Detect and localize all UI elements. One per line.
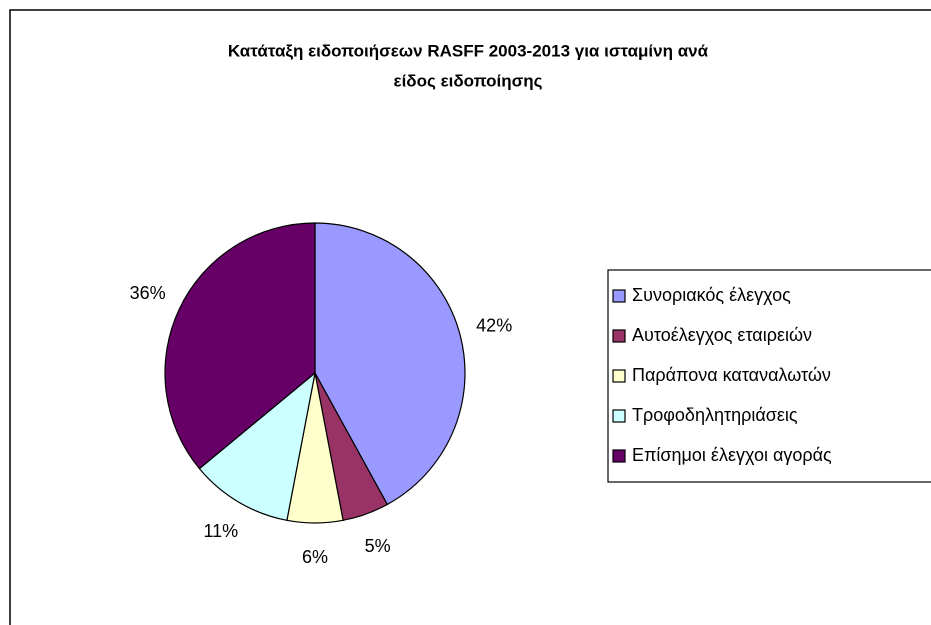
data-label: 5% <box>365 536 391 556</box>
chart-title: είδος ειδοποίησης <box>394 71 543 90</box>
legend-label: Αυτοέλεγχος εταιρειών <box>632 325 812 345</box>
legend-label: Παράπονα καταναλωτών <box>632 365 831 385</box>
data-label: 11% <box>203 521 238 541</box>
legend-box <box>607 269 931 483</box>
chart-title: Κατάταξη ειδοποιήσεων RASFF 2003-2013 γι… <box>228 41 709 60</box>
pie-slice <box>314 222 466 506</box>
legend-swatch <box>612 369 626 383</box>
legend-label: Επίσημοι έλεγχοι αγοράς <box>632 445 832 465</box>
pie-slice <box>198 371 316 522</box>
legend-swatch <box>612 409 626 423</box>
data-label: 36% <box>130 283 166 303</box>
pie-slice <box>164 222 316 470</box>
legend-label: Τροφοδηλητηριάσεις <box>632 405 798 425</box>
data-label: 42% <box>476 316 512 336</box>
legend-swatch <box>612 329 626 343</box>
legend-swatch <box>612 449 626 463</box>
legend-swatch <box>612 289 626 303</box>
data-label: 6% <box>302 547 328 567</box>
legend-label: Συνοριακός έλεγχος <box>632 285 791 305</box>
